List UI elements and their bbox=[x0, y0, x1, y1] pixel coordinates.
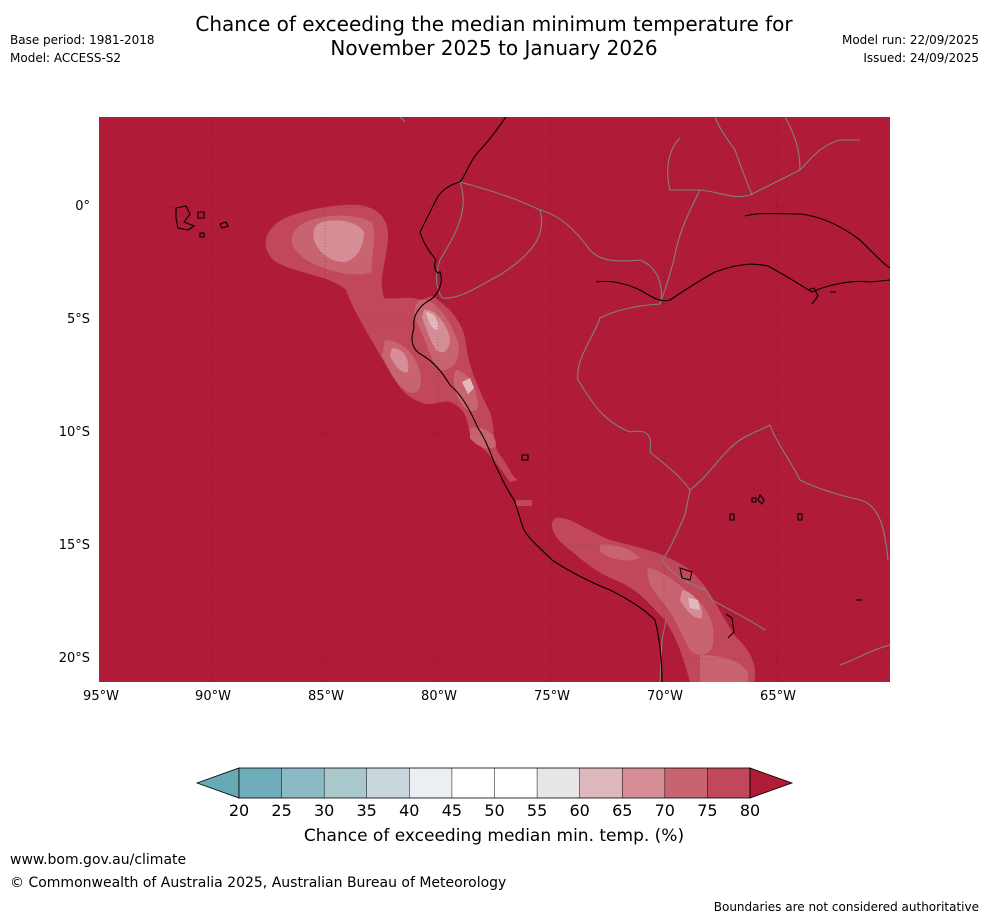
colorbar-bin bbox=[366, 768, 410, 798]
map-background bbox=[99, 117, 890, 682]
colorbar-bin bbox=[281, 768, 325, 798]
x-tick-label: 70°W bbox=[647, 689, 683, 704]
colorbar-bin bbox=[622, 768, 666, 798]
coastline bbox=[175, 117, 890, 682]
x-tick-label: 95°W bbox=[83, 689, 119, 704]
colorbar-tick: 55 bbox=[526, 801, 548, 820]
colorbar-bin bbox=[537, 768, 580, 798]
x-tick-label: 65°W bbox=[760, 689, 796, 704]
website-link[interactable]: www.bom.gov.au/climate bbox=[10, 852, 187, 868]
colorbar-tick: 40 bbox=[399, 801, 420, 820]
title-line-2: November 2025 to January 2026 bbox=[330, 36, 658, 60]
x-tick-label: 85°W bbox=[308, 689, 344, 704]
contour-55-60 bbox=[426, 312, 700, 610]
copyright-notice: © Commonwealth of Australia 2025, Austra… bbox=[10, 875, 507, 891]
x-tick-label: 75°W bbox=[534, 689, 570, 704]
colorbar-extend-high bbox=[749, 767, 794, 799]
x-tick-label: 80°W bbox=[421, 689, 457, 704]
colorbar-bin bbox=[579, 768, 623, 798]
colorbar-tick: 30 bbox=[314, 801, 335, 820]
country-borders bbox=[399, 117, 890, 682]
colorbar bbox=[195, 767, 794, 799]
model-name: Model: ACCESS-S2 bbox=[10, 51, 122, 65]
issued-date: Issued: 24/09/2025 bbox=[863, 51, 979, 65]
colorbar-tick: 60 bbox=[569, 801, 590, 820]
colorbar-label: Chance of exceeding median min. temp. (%… bbox=[303, 826, 685, 846]
y-tick-label: 20°S bbox=[58, 651, 90, 666]
colorbar-bin bbox=[409, 768, 453, 798]
colorbar-tick: 65 bbox=[612, 801, 633, 820]
colorbar-tick: 20 bbox=[228, 801, 250, 820]
title-line-1: Chance of exceeding the median minimum t… bbox=[195, 12, 793, 36]
colorbar-tick: 80 bbox=[739, 801, 761, 820]
colorbar-bin bbox=[451, 768, 495, 798]
colorbar-tick: 45 bbox=[441, 801, 463, 820]
colorbar-bin bbox=[324, 768, 368, 798]
colorbar-bin bbox=[494, 768, 538, 798]
model-run: Model run: 22/09/2025 bbox=[841, 33, 979, 47]
base-period: Base period: 1981-2018 bbox=[10, 33, 155, 47]
boundaries-disclaimer: Boundaries are not considered authoritat… bbox=[713, 900, 979, 914]
x-tick-label: 90°W bbox=[195, 689, 231, 704]
colorbar-bin bbox=[707, 768, 751, 798]
y-tick-label: 10°S bbox=[58, 425, 90, 440]
colorbar-extend-low bbox=[195, 767, 240, 799]
colorbar-bin bbox=[239, 768, 282, 798]
colorbar-tick: 50 bbox=[484, 801, 505, 820]
colorbar-tick: 35 bbox=[356, 801, 377, 820]
colorbar-tick: 75 bbox=[697, 801, 718, 820]
colorbar-bin bbox=[664, 768, 708, 798]
y-tick-label: 0° bbox=[75, 199, 90, 214]
y-tick-label: 15°S bbox=[58, 538, 90, 553]
colorbar-tick: 25 bbox=[271, 801, 292, 820]
y-tick-label: 5°S bbox=[66, 312, 90, 327]
colorbar-tick: 70 bbox=[654, 801, 675, 820]
page-title: Chance of exceeding the median minimum t… bbox=[0, 12, 988, 60]
gridlines bbox=[99, 117, 890, 682]
